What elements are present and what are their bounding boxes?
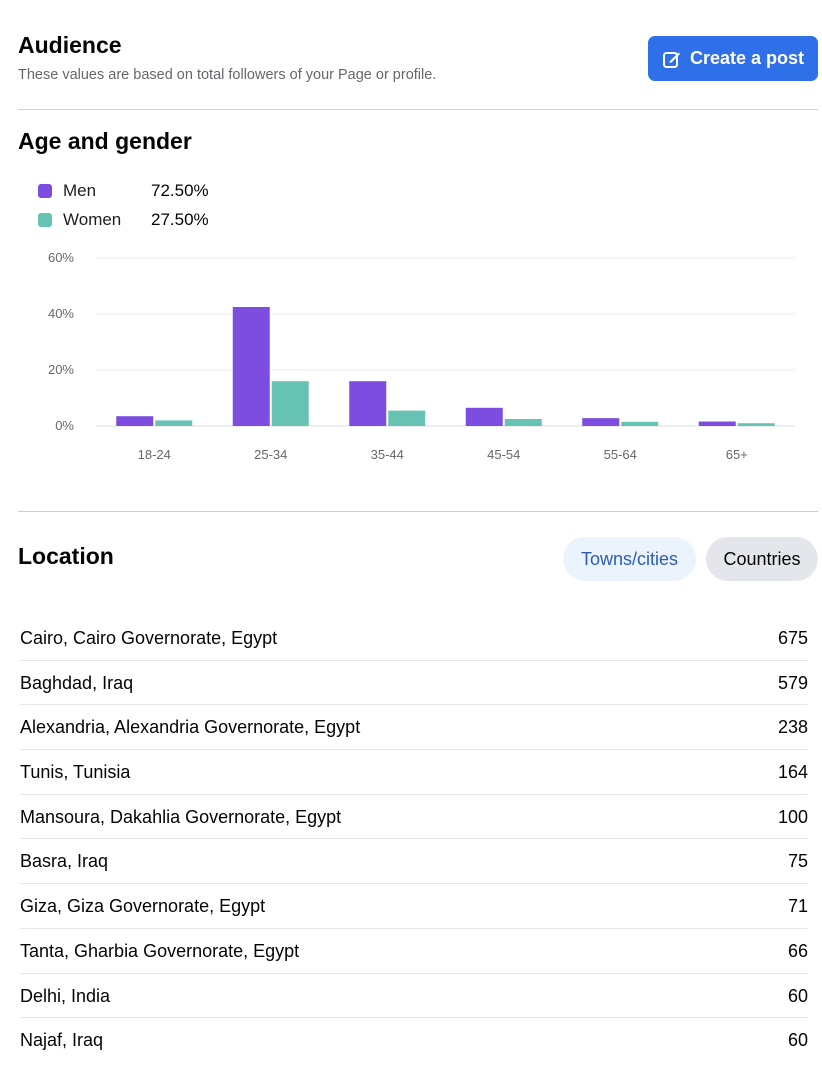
divider	[18, 511, 818, 512]
list-item: Tunis, Tunisia 164	[20, 750, 808, 795]
page-subtitle: These values are based on total follower…	[18, 67, 437, 83]
legend-value: 27.50%	[151, 209, 209, 229]
age-gender-chart: 0% 20% 40% 60% 18-24 25-34 35-44 45-54 55-64 65+	[48, 250, 795, 462]
location-name: Tunis, Tunisia	[20, 762, 131, 783]
legend-label: Men	[63, 180, 97, 200]
divider	[18, 109, 818, 110]
bar-women-65+	[737, 423, 775, 426]
audience-header: Audience These values are based on total…	[18, 30, 818, 90]
y-tick-label: 40%	[48, 306, 74, 321]
location-title: Location	[18, 543, 114, 569]
legend-label: Women	[63, 209, 122, 229]
location-count: 66	[787, 940, 808, 961]
bar-men-18-24	[116, 416, 154, 426]
bar-women-25-34	[271, 381, 309, 426]
location-count: 71	[787, 896, 808, 917]
location-count: 75	[787, 851, 808, 872]
location-name: Baghdad, Iraq	[20, 672, 134, 693]
list-item: Najaf, Iraq 60	[20, 1018, 808, 1063]
location-name: Alexandria, Alexandria Governorate, Egyp…	[20, 717, 361, 738]
list-item: Alexandria, Alexandria Governorate, Egyp…	[20, 705, 808, 751]
y-tick-label: 0%	[55, 418, 74, 433]
location-name: Najaf, Iraq	[20, 1030, 104, 1051]
x-tick-label: 35-44	[371, 447, 404, 462]
age-gender-title: Age and gender	[18, 128, 192, 154]
bar-men-35-44	[349, 381, 387, 426]
location-name: Cairo, Cairo Governorate, Egypt	[20, 628, 278, 648]
women-swatch	[38, 212, 52, 227]
list-item: Giza, Giza Governorate, Egypt 71	[20, 884, 808, 929]
x-tick-label: 65+	[726, 447, 748, 462]
location-name: Mansoura, Dakahlia Governorate, Egypt	[20, 806, 342, 827]
x-tick-label: 45-54	[487, 447, 520, 462]
location-count: 675	[777, 628, 808, 648]
list-item: Delhi, India 60	[20, 974, 808, 1019]
location-count: 164	[777, 762, 808, 783]
location-count: 238	[777, 717, 808, 738]
bar-men-65+	[698, 421, 736, 426]
chart-legend: Men 72.50% Women 27.50%	[38, 176, 209, 234]
bar-men-55-64	[582, 418, 620, 426]
create-post-label: Create a post	[689, 48, 805, 68]
bar-men-45-54	[465, 407, 503, 426]
list-item: Baghdad, Iraq 579	[20, 661, 808, 706]
page-title: Audience	[18, 32, 122, 58]
legend-value: 72.50%	[151, 180, 209, 200]
location-name: Basra, Iraq	[20, 851, 109, 872]
list-item: Basra, Iraq 75	[20, 839, 808, 885]
location-count: 60	[787, 985, 808, 1006]
bar-women-55-64	[621, 421, 659, 426]
location-name: Giza, Giza Governorate, Egypt	[20, 896, 266, 917]
location-name: Delhi, India	[20, 985, 111, 1006]
location-count: 579	[777, 672, 808, 693]
list-item: Mansoura, Dakahlia Governorate, Egypt 100	[20, 795, 808, 840]
bar-women-18-24	[155, 420, 193, 426]
location-list: Cairo, Cairo Governorate, Egypt 675 Baghda…	[20, 616, 808, 1063]
legend-item-women: Women 27.50%	[38, 205, 209, 234]
x-tick-label: 18-24	[138, 447, 171, 462]
men-swatch	[38, 183, 52, 198]
edit-icon	[662, 49, 682, 69]
create-post-button[interactable]: Create a post	[648, 36, 818, 81]
list-item: Cairo, Cairo Governorate, Egypt 675	[20, 616, 808, 661]
countries-tab[interactable]: Countries	[706, 537, 818, 581]
bar-women-45-54	[504, 419, 542, 426]
location-name: Tanta, Gharbia Governorate, Egypt	[20, 940, 300, 961]
y-tick-label: 60%	[48, 250, 74, 265]
x-tick-label: 55-64	[604, 447, 637, 462]
bar-men-25-34	[232, 307, 270, 426]
x-tick-label: 25-34	[254, 447, 287, 462]
bar-women-35-44	[388, 410, 426, 426]
towns-cities-tab[interactable]: Towns/cities	[563, 537, 696, 581]
y-tick-label: 20%	[48, 362, 74, 377]
legend-item-men: Men 72.50%	[38, 176, 209, 205]
location-count: 100	[777, 806, 808, 827]
list-item: Tanta, Gharbia Governorate, Egypt 66	[20, 929, 808, 974]
location-count: 60	[787, 1030, 808, 1051]
